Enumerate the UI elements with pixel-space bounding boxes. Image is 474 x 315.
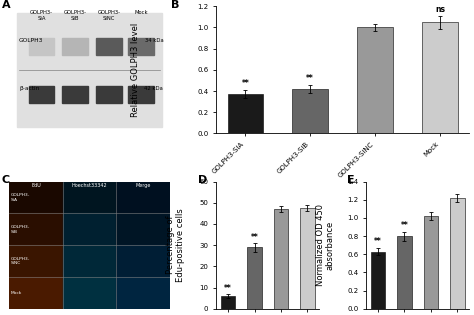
Bar xyxy=(116,277,170,309)
Bar xyxy=(221,296,236,309)
Bar xyxy=(422,22,458,133)
Text: GOLPH3-
SiB: GOLPH3- SiB xyxy=(11,225,30,234)
Text: **: ** xyxy=(224,284,232,293)
Text: Hoechst33342: Hoechst33342 xyxy=(72,183,108,188)
Bar xyxy=(228,94,263,133)
Text: A: A xyxy=(1,0,10,10)
Bar xyxy=(9,245,63,277)
Bar xyxy=(397,236,411,309)
Bar xyxy=(116,182,170,213)
Bar xyxy=(63,213,116,245)
Text: **: ** xyxy=(306,73,314,83)
Bar xyxy=(128,38,154,54)
Text: GOLPH3: GOLPH3 xyxy=(19,38,44,43)
Text: 42 kDa: 42 kDa xyxy=(145,86,163,91)
Text: **: ** xyxy=(401,221,408,230)
Text: GOLPH3-
SiB: GOLPH3- SiB xyxy=(64,10,87,21)
Text: C: C xyxy=(1,175,9,185)
Bar xyxy=(357,27,393,133)
Y-axis label: Normalized OD 450
absorbance: Normalized OD 450 absorbance xyxy=(316,204,335,286)
Bar xyxy=(9,213,63,245)
Bar xyxy=(300,208,315,309)
Text: D: D xyxy=(198,175,207,185)
Y-axis label: Relative GOLPH3 level: Relative GOLPH3 level xyxy=(131,23,140,117)
Bar xyxy=(29,86,55,103)
Text: GOLPH3-
SiA: GOLPH3- SiA xyxy=(30,10,53,21)
Bar xyxy=(63,182,116,213)
Text: **: ** xyxy=(242,79,249,88)
Text: **: ** xyxy=(374,237,382,246)
Bar xyxy=(424,216,438,309)
Text: β-actin: β-actin xyxy=(19,86,39,91)
Text: GOLPH3-
SiNC: GOLPH3- SiNC xyxy=(97,10,120,21)
Bar xyxy=(63,38,88,54)
Bar xyxy=(371,251,385,309)
Bar xyxy=(128,86,154,103)
Bar xyxy=(450,198,465,309)
Bar xyxy=(96,38,122,54)
Bar xyxy=(9,182,63,213)
Text: 34 kDa: 34 kDa xyxy=(145,38,163,43)
Text: Mock: Mock xyxy=(11,291,22,295)
Text: **: ** xyxy=(251,233,258,242)
Bar xyxy=(292,89,328,133)
Bar xyxy=(116,213,170,245)
Bar xyxy=(63,277,116,309)
Text: E: E xyxy=(347,175,355,185)
Text: EdU: EdU xyxy=(31,183,41,188)
Bar xyxy=(63,86,88,103)
Text: GOLPH3-
SiNC: GOLPH3- SiNC xyxy=(11,257,30,265)
Text: GOLPH3-
SiA: GOLPH3- SiA xyxy=(11,193,30,202)
Text: Mock: Mock xyxy=(134,10,147,15)
Bar xyxy=(274,209,288,309)
Bar xyxy=(116,245,170,277)
Text: Merge: Merge xyxy=(135,183,151,188)
Text: ns: ns xyxy=(435,5,445,14)
Text: B: B xyxy=(171,0,179,10)
Bar xyxy=(96,86,122,103)
Y-axis label: Percentage of
Edu-positive cells: Percentage of Edu-positive cells xyxy=(166,208,185,282)
Bar xyxy=(247,247,262,309)
Bar xyxy=(29,38,55,54)
Bar xyxy=(63,245,116,277)
Bar xyxy=(9,277,63,309)
